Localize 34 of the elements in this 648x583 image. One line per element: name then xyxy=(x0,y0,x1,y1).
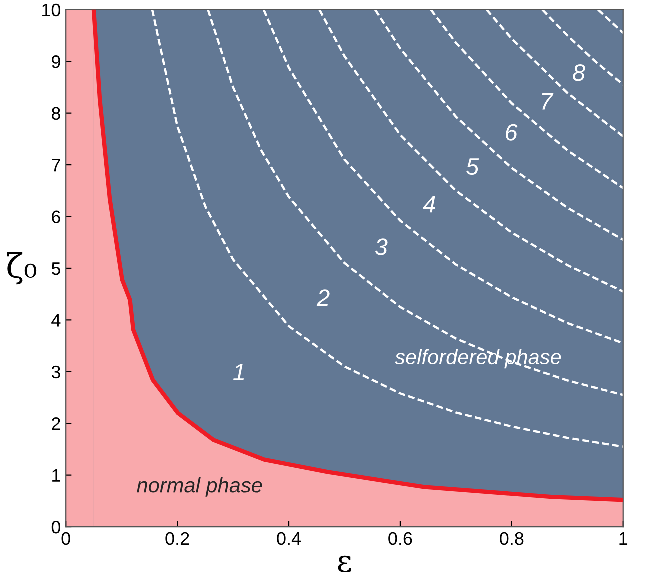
y-tick-label: 4 xyxy=(52,314,61,327)
annotation: normal phase xyxy=(137,478,262,497)
line-series xyxy=(262,10,624,345)
y-tick-label: 10 xyxy=(42,4,61,17)
y-tick-label: 8 xyxy=(52,107,60,120)
x-tick-label: 0 xyxy=(62,532,70,546)
y-tick-label: 7 xyxy=(52,159,60,172)
line-series xyxy=(541,10,624,86)
annotation: 6 xyxy=(506,124,518,141)
annotation: 2 xyxy=(316,290,330,306)
y-tick-label: 0 xyxy=(52,520,61,534)
annotation: 1 xyxy=(233,364,244,380)
y-tick-label: 1 xyxy=(52,469,60,482)
y-axis-title: ζ₀ xyxy=(7,252,37,285)
y-tick-label: 3 xyxy=(52,366,60,379)
y-tick-label: 2 xyxy=(52,418,60,430)
y-tick-label: 9 xyxy=(52,56,60,68)
x-tick-label: 0.4 xyxy=(277,532,302,546)
x-axis-title: ε xyxy=(338,556,352,573)
x-tick-label: 0.8 xyxy=(500,532,524,546)
annotation: 5 xyxy=(466,158,480,176)
annotation: 8 xyxy=(573,64,586,82)
line-series xyxy=(207,10,624,396)
annotation: selfordered phase xyxy=(395,349,562,369)
x-tick-label: 0.6 xyxy=(388,532,412,546)
annotation: 7 xyxy=(542,93,554,110)
line-series xyxy=(430,10,624,190)
annotation: 4 xyxy=(423,196,436,213)
annotation: 3 xyxy=(375,238,388,256)
x-tick-label: 1 xyxy=(620,532,628,545)
y-tick-label: 5 xyxy=(52,262,60,276)
line-series xyxy=(151,10,624,448)
x-tick-label: 0.2 xyxy=(166,532,190,546)
y-tick-label: 6 xyxy=(52,210,60,224)
